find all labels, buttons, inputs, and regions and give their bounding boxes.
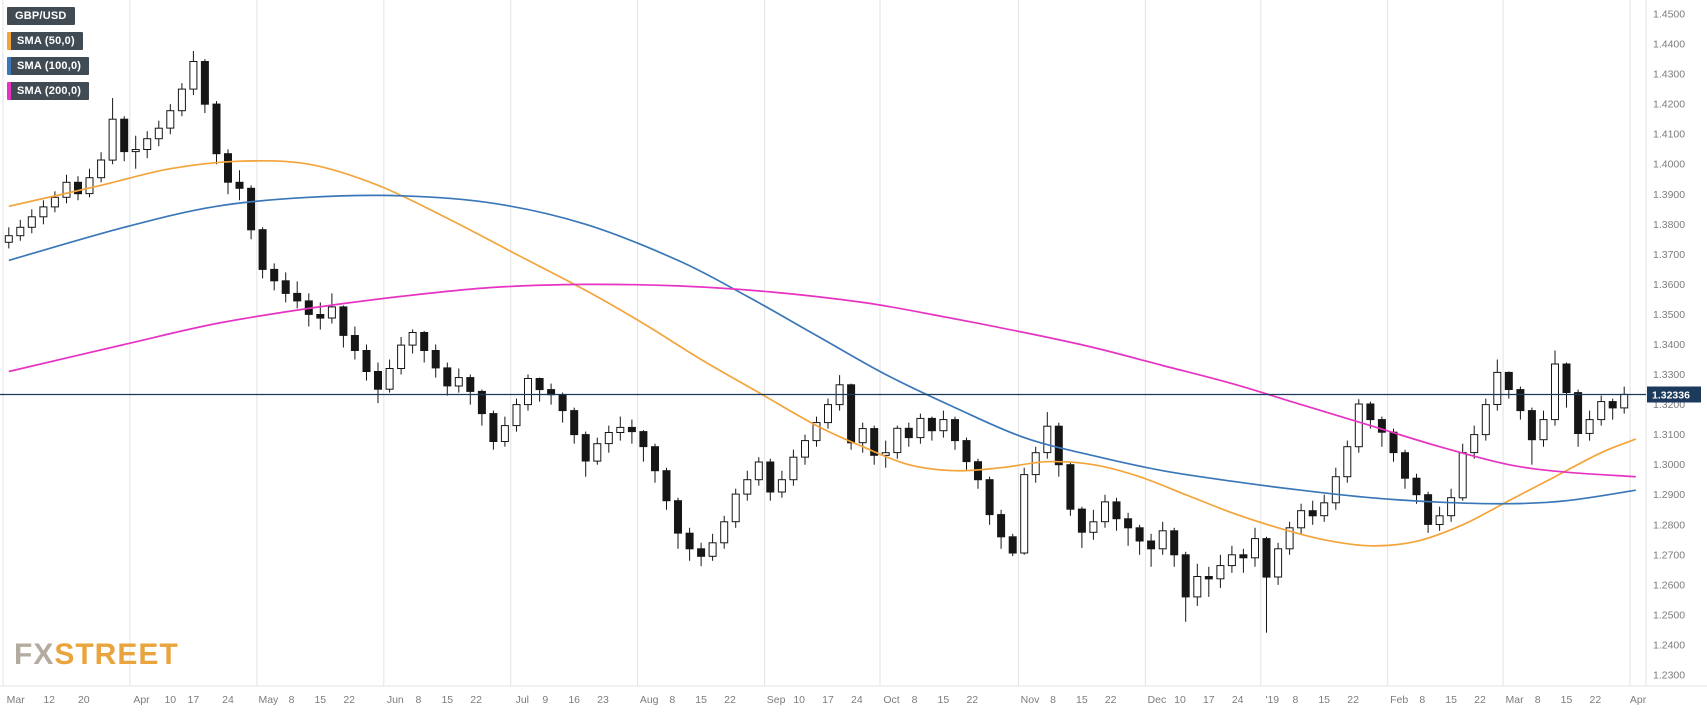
svg-text:1.3000: 1.3000	[1653, 459, 1685, 471]
svg-text:Apr: Apr	[1630, 694, 1647, 706]
svg-text:1.4200: 1.4200	[1653, 99, 1685, 111]
svg-text:8: 8	[289, 694, 295, 706]
svg-text:20: 20	[78, 694, 90, 706]
svg-text:24: 24	[1232, 694, 1244, 706]
svg-text:Apr: Apr	[133, 694, 150, 706]
svg-text:1.3100: 1.3100	[1653, 429, 1685, 441]
candles-layer	[4, 51, 1629, 633]
svg-text:15: 15	[1318, 694, 1330, 706]
logo-street-text: STREET	[54, 638, 179, 671]
x-axis[interactable]: Mar 12 20 Apr 10 17 24 May 8 15 22 Jun 8 15 22 Jul 9 16 23…	[7, 694, 1647, 706]
svg-text:15: 15	[1076, 694, 1088, 706]
svg-text:Oct: Oct	[883, 694, 899, 706]
svg-text:1.2800: 1.2800	[1653, 519, 1685, 531]
svg-text:1.3700: 1.3700	[1653, 249, 1685, 261]
svg-text:Jul: Jul	[516, 694, 529, 706]
svg-text:12: 12	[43, 694, 55, 706]
svg-text:17: 17	[188, 694, 200, 706]
svg-text:Mar: Mar	[7, 694, 26, 706]
svg-text:1.4300: 1.4300	[1653, 69, 1685, 81]
svg-text:22: 22	[343, 694, 355, 706]
svg-text:23: 23	[597, 694, 609, 706]
svg-text:'19: '19	[1265, 694, 1279, 706]
svg-text:1.4400: 1.4400	[1653, 39, 1685, 51]
sma-200-line[interactable]	[8, 283, 1636, 478]
svg-text:24: 24	[851, 694, 863, 706]
svg-text:1.32336: 1.32336	[1652, 389, 1690, 401]
svg-text:8: 8	[1419, 694, 1425, 706]
svg-text:15: 15	[938, 694, 950, 706]
svg-text:1.3800: 1.3800	[1653, 219, 1685, 231]
svg-text:8: 8	[912, 694, 918, 706]
svg-text:15: 15	[695, 694, 707, 706]
legend: GBP/USD SMA (50,0) SMA (100,0) SMA (200,…	[7, 7, 90, 100]
svg-text:22: 22	[724, 694, 736, 706]
svg-text:22: 22	[1347, 694, 1359, 706]
svg-text:22: 22	[1105, 694, 1117, 706]
svg-text:Jun: Jun	[387, 694, 404, 706]
svg-text:Feb: Feb	[1390, 694, 1408, 706]
svg-text:1.2600: 1.2600	[1653, 579, 1685, 591]
svg-text:1.4100: 1.4100	[1653, 129, 1685, 141]
fxstreet-logo: FXSTREET	[14, 640, 179, 670]
svg-text:17: 17	[822, 694, 834, 706]
svg-text:Sep: Sep	[767, 694, 786, 706]
svg-text:22: 22	[1590, 694, 1602, 706]
svg-text:24: 24	[222, 694, 234, 706]
svg-text:1.3300: 1.3300	[1653, 369, 1685, 381]
month-gridlines	[0, 0, 1707, 687]
svg-text:10: 10	[164, 694, 176, 706]
svg-text:22: 22	[1474, 694, 1486, 706]
svg-text:May: May	[258, 694, 279, 706]
last-price-tag: 1.32336	[1647, 386, 1701, 403]
svg-text:10: 10	[1174, 694, 1186, 706]
svg-text:Aug: Aug	[640, 694, 659, 706]
svg-text:1.2700: 1.2700	[1653, 549, 1685, 561]
logo-fx-text: FX	[14, 638, 55, 671]
svg-text:Dec: Dec	[1148, 694, 1167, 706]
svg-text:15: 15	[1561, 694, 1573, 706]
svg-text:1.2300: 1.2300	[1653, 670, 1685, 682]
svg-text:10: 10	[793, 694, 805, 706]
svg-text:Mar: Mar	[1506, 694, 1525, 706]
y-axis[interactable]: 1.4500 1.4400 1.4300 1.4200 1.4100 1.4000 1.39…	[1653, 9, 1685, 682]
svg-text:16: 16	[568, 694, 580, 706]
svg-text:1.3600: 1.3600	[1653, 279, 1685, 291]
svg-text:15: 15	[441, 694, 453, 706]
legend-sma100-badge[interactable]: SMA (100,0)	[7, 57, 90, 75]
svg-text:1.4500: 1.4500	[1653, 9, 1685, 21]
svg-text:1.2500: 1.2500	[1653, 609, 1685, 621]
sma-50-line[interactable]	[8, 159, 1637, 547]
svg-text:1.2900: 1.2900	[1653, 489, 1685, 501]
legend-sma200-badge[interactable]: SMA (200,0)	[7, 82, 90, 100]
svg-text:Nov: Nov	[1021, 694, 1040, 706]
legend-sma50-badge[interactable]: SMA (50,0)	[7, 32, 83, 50]
svg-text:1.3500: 1.3500	[1653, 309, 1685, 321]
svg-text:8: 8	[1292, 694, 1298, 706]
svg-text:22: 22	[470, 694, 482, 706]
svg-text:15: 15	[314, 694, 326, 706]
svg-text:8: 8	[1050, 694, 1056, 706]
svg-text:1.3900: 1.3900	[1653, 189, 1685, 201]
svg-text:8: 8	[669, 694, 675, 706]
svg-text:8: 8	[1535, 694, 1541, 706]
sma-100-line[interactable]	[8, 194, 1636, 505]
svg-text:1.3400: 1.3400	[1653, 339, 1685, 351]
svg-text:8: 8	[415, 694, 421, 706]
symbol-badge[interactable]: GBP/USD	[7, 7, 75, 25]
svg-text:9: 9	[542, 694, 548, 706]
svg-text:22: 22	[966, 694, 978, 706]
svg-text:1.4000: 1.4000	[1653, 159, 1685, 171]
svg-text:15: 15	[1445, 694, 1457, 706]
svg-text:17: 17	[1203, 694, 1215, 706]
svg-text:1.2400: 1.2400	[1653, 640, 1685, 652]
